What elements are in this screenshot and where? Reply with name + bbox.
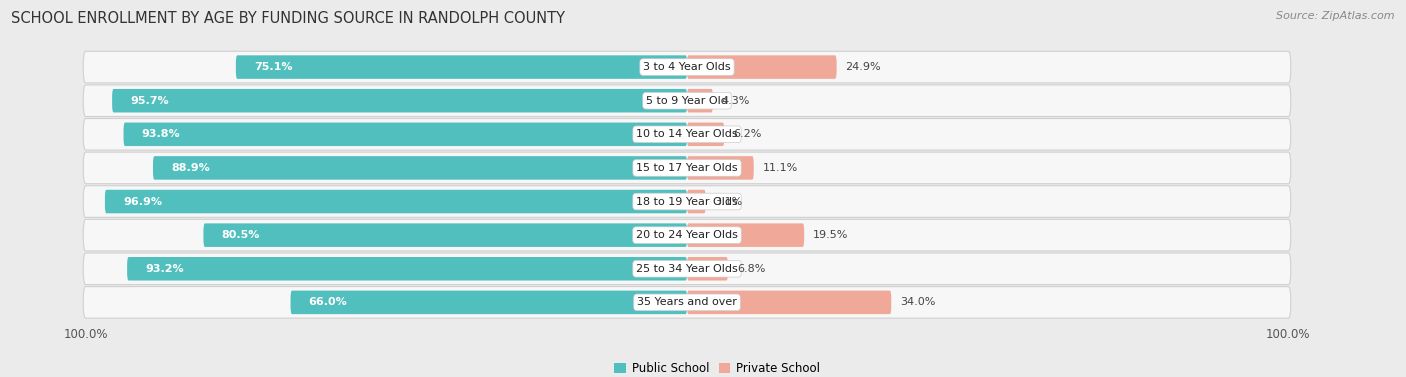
Text: 11.1%: 11.1% <box>762 163 799 173</box>
FancyBboxPatch shape <box>127 257 688 280</box>
Text: SCHOOL ENROLLMENT BY AGE BY FUNDING SOURCE IN RANDOLPH COUNTY: SCHOOL ENROLLMENT BY AGE BY FUNDING SOUR… <box>11 11 565 26</box>
FancyBboxPatch shape <box>83 152 1291 184</box>
Text: 24.9%: 24.9% <box>845 62 882 72</box>
FancyBboxPatch shape <box>83 219 1291 251</box>
Text: 5 to 9 Year Old: 5 to 9 Year Old <box>647 96 728 106</box>
Text: 93.8%: 93.8% <box>142 129 180 139</box>
Text: 6.8%: 6.8% <box>737 264 765 274</box>
Text: Source: ZipAtlas.com: Source: ZipAtlas.com <box>1277 11 1395 21</box>
Text: 4.3%: 4.3% <box>721 96 751 106</box>
Text: 15 to 17 Year Olds: 15 to 17 Year Olds <box>636 163 738 173</box>
Text: 80.5%: 80.5% <box>221 230 260 240</box>
FancyBboxPatch shape <box>83 186 1291 217</box>
FancyBboxPatch shape <box>291 291 688 314</box>
FancyBboxPatch shape <box>83 51 1291 83</box>
Text: 6.2%: 6.2% <box>734 129 762 139</box>
Text: 35 Years and over: 35 Years and over <box>637 297 737 307</box>
FancyBboxPatch shape <box>688 89 713 112</box>
FancyBboxPatch shape <box>83 118 1291 150</box>
Text: 18 to 19 Year Olds: 18 to 19 Year Olds <box>636 196 738 207</box>
Text: 66.0%: 66.0% <box>308 297 347 307</box>
FancyBboxPatch shape <box>105 190 688 213</box>
Text: 96.9%: 96.9% <box>122 196 162 207</box>
Legend: Public School, Private School: Public School, Private School <box>609 357 825 377</box>
FancyBboxPatch shape <box>83 253 1291 285</box>
Text: 93.2%: 93.2% <box>145 264 184 274</box>
FancyBboxPatch shape <box>688 224 804 247</box>
FancyBboxPatch shape <box>688 123 724 146</box>
FancyBboxPatch shape <box>688 257 728 280</box>
FancyBboxPatch shape <box>83 85 1291 116</box>
Text: 95.7%: 95.7% <box>131 96 169 106</box>
FancyBboxPatch shape <box>688 156 754 180</box>
Text: 19.5%: 19.5% <box>813 230 849 240</box>
FancyBboxPatch shape <box>688 55 837 79</box>
FancyBboxPatch shape <box>112 89 688 112</box>
Text: 34.0%: 34.0% <box>900 297 935 307</box>
Text: 25 to 34 Year Olds: 25 to 34 Year Olds <box>636 264 738 274</box>
FancyBboxPatch shape <box>83 287 1291 318</box>
FancyBboxPatch shape <box>688 190 706 213</box>
Text: 3.1%: 3.1% <box>714 196 742 207</box>
FancyBboxPatch shape <box>688 291 891 314</box>
Text: 10 to 14 Year Olds: 10 to 14 Year Olds <box>636 129 738 139</box>
Text: 3 to 4 Year Olds: 3 to 4 Year Olds <box>643 62 731 72</box>
FancyBboxPatch shape <box>124 123 688 146</box>
Text: 20 to 24 Year Olds: 20 to 24 Year Olds <box>636 230 738 240</box>
FancyBboxPatch shape <box>153 156 688 180</box>
Text: 88.9%: 88.9% <box>172 163 209 173</box>
Text: 75.1%: 75.1% <box>254 62 292 72</box>
FancyBboxPatch shape <box>236 55 688 79</box>
FancyBboxPatch shape <box>204 224 688 247</box>
